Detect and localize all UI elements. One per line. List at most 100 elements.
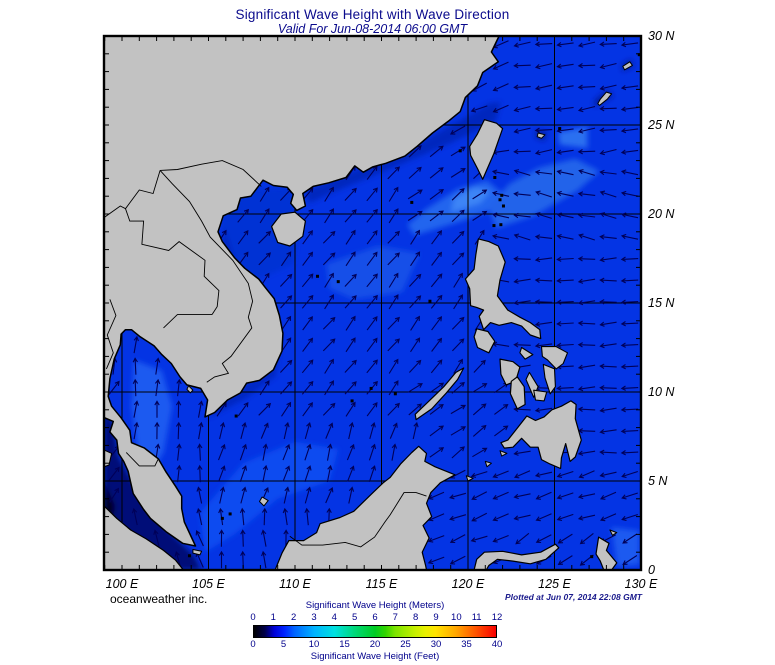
islet-dot (410, 200, 414, 204)
country-border (159, 170, 254, 383)
wave-arrow (453, 358, 463, 374)
wave-arrow (408, 166, 422, 179)
wave-arrow (620, 428, 639, 434)
wave-arrow (491, 233, 510, 240)
wave-arrow (513, 105, 531, 113)
wave-arrow (408, 273, 422, 287)
wave-arrow (261, 550, 267, 569)
wave-arrow (472, 210, 488, 221)
wave-arrow (133, 335, 139, 354)
wave-arrow (279, 359, 293, 373)
wave-arrow (410, 337, 421, 353)
wave-arrow (366, 230, 378, 245)
minor-ticks (104, 36, 641, 570)
wave-arrow (599, 62, 617, 70)
islet-dot (369, 386, 373, 390)
islet-dot (501, 204, 505, 208)
meters-tick: 5 (352, 612, 358, 623)
wave-arrow (366, 359, 378, 374)
legend-meters-ticks: 0 1 2 3 4 5 6 7 8 9 10 11 12 (250, 612, 502, 624)
wave-arrow (599, 471, 617, 478)
wave-arrow (280, 295, 293, 309)
feet-tick: 0 (250, 639, 256, 650)
wave-arrow (197, 400, 204, 418)
wave-arrow (258, 230, 272, 244)
wave-arrow (451, 188, 465, 201)
wave-arrow (389, 422, 398, 439)
wave-arrow (301, 359, 314, 374)
meters-tick: 4 (331, 612, 337, 623)
meters-tick: 3 (311, 612, 317, 623)
wave-arrow (556, 342, 574, 348)
wave-arrow (324, 380, 334, 396)
wave-arrow (451, 209, 465, 222)
wave-arrow (280, 251, 292, 267)
wave-arrow (513, 514, 531, 521)
wave-arrow (513, 300, 531, 306)
wave-arrow (366, 294, 378, 309)
wave-arrow (259, 380, 270, 396)
wave-arrow (556, 321, 574, 327)
ocean-patch (199, 441, 339, 553)
wave-arrow (513, 127, 531, 134)
meters-tick: 9 (433, 612, 439, 623)
lon-tick-label: 105 E (192, 577, 225, 591)
wave-arrow (620, 149, 639, 155)
wave-arrow (429, 447, 445, 458)
wave-arrow (492, 83, 509, 92)
country-border (104, 170, 161, 218)
wave-arrow (577, 256, 596, 262)
wave-arrow (366, 251, 378, 266)
wave-arrow (259, 186, 270, 202)
wave-arrow (535, 534, 552, 544)
wave-arrow (217, 443, 226, 461)
wave-arrow (324, 358, 334, 374)
wave-arrow (408, 403, 423, 416)
wave-arrow (410, 229, 420, 245)
wave-arrow (302, 402, 313, 417)
wave-arrow (556, 470, 574, 478)
wave-arrow (344, 381, 357, 395)
wave-arrow (556, 63, 574, 69)
islet-dot (637, 53, 641, 57)
wave-arrow (513, 342, 531, 348)
ocean-patches (104, 59, 640, 570)
wave-arrow (577, 84, 596, 90)
wave-arrow (429, 210, 444, 222)
wave-arrow (348, 486, 355, 504)
wave-arrow (534, 234, 553, 240)
land-polygon (186, 385, 194, 394)
wave-arrow (535, 190, 552, 198)
wave-arrow (219, 486, 226, 504)
wave-arrow (279, 273, 293, 287)
islet-dot (187, 554, 191, 558)
wave-arrow (622, 555, 638, 566)
wave-arrow (302, 316, 313, 331)
wave-arrow (556, 169, 574, 176)
wave-arrow (427, 556, 445, 565)
feet-tick: 10 (308, 639, 320, 650)
land-polygon (271, 211, 306, 247)
wave-arrow (491, 169, 510, 176)
wave-arrow (304, 443, 312, 461)
wave-arrow (154, 357, 161, 375)
wave-arrow (344, 187, 357, 201)
wave-arrow (366, 316, 378, 331)
wave-arrow (302, 337, 314, 352)
feet-tick: 35 (461, 639, 472, 650)
land-polygon (595, 536, 618, 570)
wave-arrow (491, 212, 510, 219)
feet-tick: 30 (430, 639, 442, 650)
wave-arrow (494, 403, 509, 415)
wave-arrow (473, 359, 486, 373)
lat-tick-label: 25 N (647, 118, 675, 132)
wave-arrow (534, 84, 553, 91)
wave-arrow (513, 169, 531, 176)
wave-arrow (301, 294, 314, 309)
wave-arrow (578, 233, 595, 241)
wave-arrow (218, 465, 226, 482)
land-polygon (609, 529, 618, 536)
wave-arrow (260, 422, 269, 439)
wave-arrow (388, 294, 399, 310)
wave-arrow (513, 62, 531, 69)
